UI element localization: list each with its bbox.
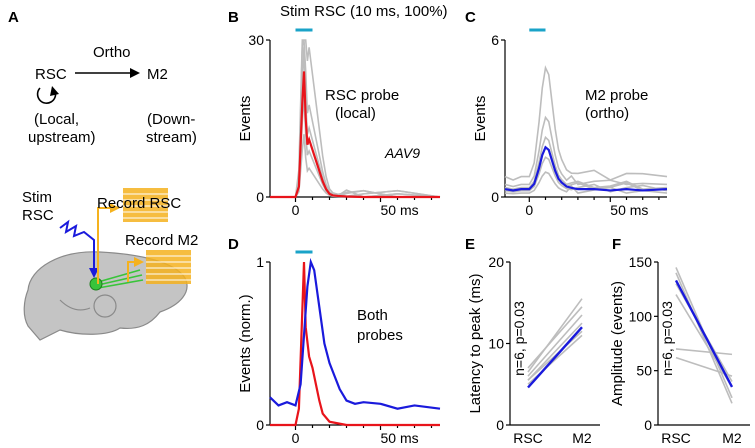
y-tick-label: 1 xyxy=(256,254,264,270)
local-loop-arrow xyxy=(36,87,57,104)
panel-letter-c: C xyxy=(465,9,476,26)
chart-title-line2: probes xyxy=(357,327,403,344)
pair-line-individual xyxy=(527,322,583,381)
chart-title-line1: M2 probe xyxy=(585,87,648,104)
record-rsc-label: Record RSC xyxy=(97,195,181,212)
y-tick-label: 30 xyxy=(248,32,264,48)
x-category-label: RSC xyxy=(661,430,691,446)
y-axis-label: Amplitude (events) xyxy=(609,281,626,406)
m2-label: M2 xyxy=(147,66,168,83)
trace-individual xyxy=(504,115,668,188)
x-tick-label: 50 ms xyxy=(381,202,419,218)
x-tick-label: 50 ms xyxy=(381,430,419,446)
pair-line-individual xyxy=(675,348,733,356)
chart-f: 0 50 100 150 RSC M2 Amplitude (events) n=6, p=0… xyxy=(609,254,750,446)
trace-individual xyxy=(504,65,668,181)
ortho-arrowhead xyxy=(130,68,140,78)
chart-annotation: AAV9 xyxy=(384,145,420,161)
pair-line-individual xyxy=(527,306,583,369)
x-tick-label: 0 xyxy=(292,430,300,446)
pair-line-individual xyxy=(527,314,583,377)
y-tick-label: 0 xyxy=(644,417,652,433)
brain-contour-2 xyxy=(59,299,91,311)
panel-letter-d: D xyxy=(228,236,239,253)
x-category-label: RSC xyxy=(513,430,543,446)
stat-annotation: n=6, p=0.03 xyxy=(659,301,675,376)
pair-line-individual xyxy=(675,272,733,404)
pair-line-mean xyxy=(674,279,734,388)
record-m2-traces xyxy=(146,250,191,284)
local-label-1: (Local, xyxy=(34,111,79,128)
y-tick-label: 0 xyxy=(256,189,264,205)
y-axis-label: Events (norm.) xyxy=(237,294,254,392)
x-tick-label: 50 ms xyxy=(610,202,648,218)
chart-title-line2: (local) xyxy=(335,105,376,122)
ortho-label: Ortho xyxy=(93,44,131,61)
chart-c: 0 6 0 50 ms Events M2 probe(ortho) xyxy=(472,28,668,218)
y-tick-label: 50 xyxy=(636,363,652,379)
record-m2-label: Record M2 xyxy=(125,232,198,249)
stim-arrowhead xyxy=(89,268,99,278)
local-loop-arrowhead xyxy=(50,86,59,96)
stim-lightning xyxy=(59,219,95,272)
y-tick-label: 100 xyxy=(629,308,653,324)
trace-individual xyxy=(270,134,441,198)
x-category-label: M2 xyxy=(722,430,742,446)
y-axis-label: Events xyxy=(237,96,254,142)
chart-title-line2: (ortho) xyxy=(585,105,629,122)
record-rsc-wire xyxy=(97,207,112,284)
y-tick-label: 150 xyxy=(629,254,653,270)
panel-letter-f: F xyxy=(612,236,621,253)
record-m2-arrow xyxy=(134,257,144,267)
y-tick-label: 6 xyxy=(491,32,499,48)
down-label-2: stream) xyxy=(146,129,197,146)
brain-contour xyxy=(93,294,117,318)
down-label-1: (Down- xyxy=(147,111,195,128)
y-tick-label: 10 xyxy=(488,336,504,352)
trace-individual xyxy=(504,135,668,190)
x-tick-label: 0 xyxy=(525,202,533,218)
panel-letter-a: A xyxy=(8,9,19,26)
chart-b: 0 30 0 50 ms Events RSC probe(local) AAV9 xyxy=(237,28,441,218)
x-category-label: M2 xyxy=(572,430,592,446)
record-rsc-traces xyxy=(123,188,168,222)
local-label-2: upstream) xyxy=(28,129,96,146)
stim-label-2: RSC xyxy=(22,207,54,224)
panel-letter-b: B xyxy=(228,9,239,26)
record-rsc-arrow xyxy=(110,203,120,213)
record-m2-wire xyxy=(127,261,136,282)
stat-annotation: n=6, p=0.03 xyxy=(511,301,527,376)
chart-e: 0 10 20 RSC M2 Latency to peak (ms) n=6, p=0.0… xyxy=(467,254,600,446)
injection-site xyxy=(89,277,103,291)
stim-label-1: Stim xyxy=(22,189,52,206)
chart-title-line1: Both xyxy=(357,307,388,324)
trace-mean-blue xyxy=(504,145,668,192)
stim-title: Stim RSC (10 ms, 100%) xyxy=(280,3,448,20)
panel-letter-e: E xyxy=(465,236,475,253)
y-tick-label: 0 xyxy=(496,417,504,433)
panel-a-diagram: RSC M2 Ortho (Local, upstream) (Down- st… xyxy=(22,44,198,341)
chart-title-line1: RSC probe xyxy=(325,87,399,104)
axon-fiber xyxy=(97,279,144,289)
chart-d: 0 1 0 50 ms Events (norm.) Both probes xyxy=(237,250,441,446)
trace-mean-red xyxy=(270,261,440,427)
y-tick-label: 20 xyxy=(488,254,504,270)
axon-fiber xyxy=(97,269,141,283)
y-tick-label: 0 xyxy=(256,417,264,433)
x-tick-label: 0 xyxy=(292,202,300,218)
y-axis-label: Latency to peak (ms) xyxy=(467,273,484,413)
y-tick-label: 0 xyxy=(491,189,499,205)
y-axis-label: Events xyxy=(472,96,489,142)
rsc-label: RSC xyxy=(35,66,67,83)
pair-line-mean xyxy=(527,326,583,389)
trace-mean-red xyxy=(270,71,440,199)
axon-fiber xyxy=(97,274,143,286)
trace-mean-blue xyxy=(269,257,441,410)
pair-line-individual xyxy=(527,298,583,373)
